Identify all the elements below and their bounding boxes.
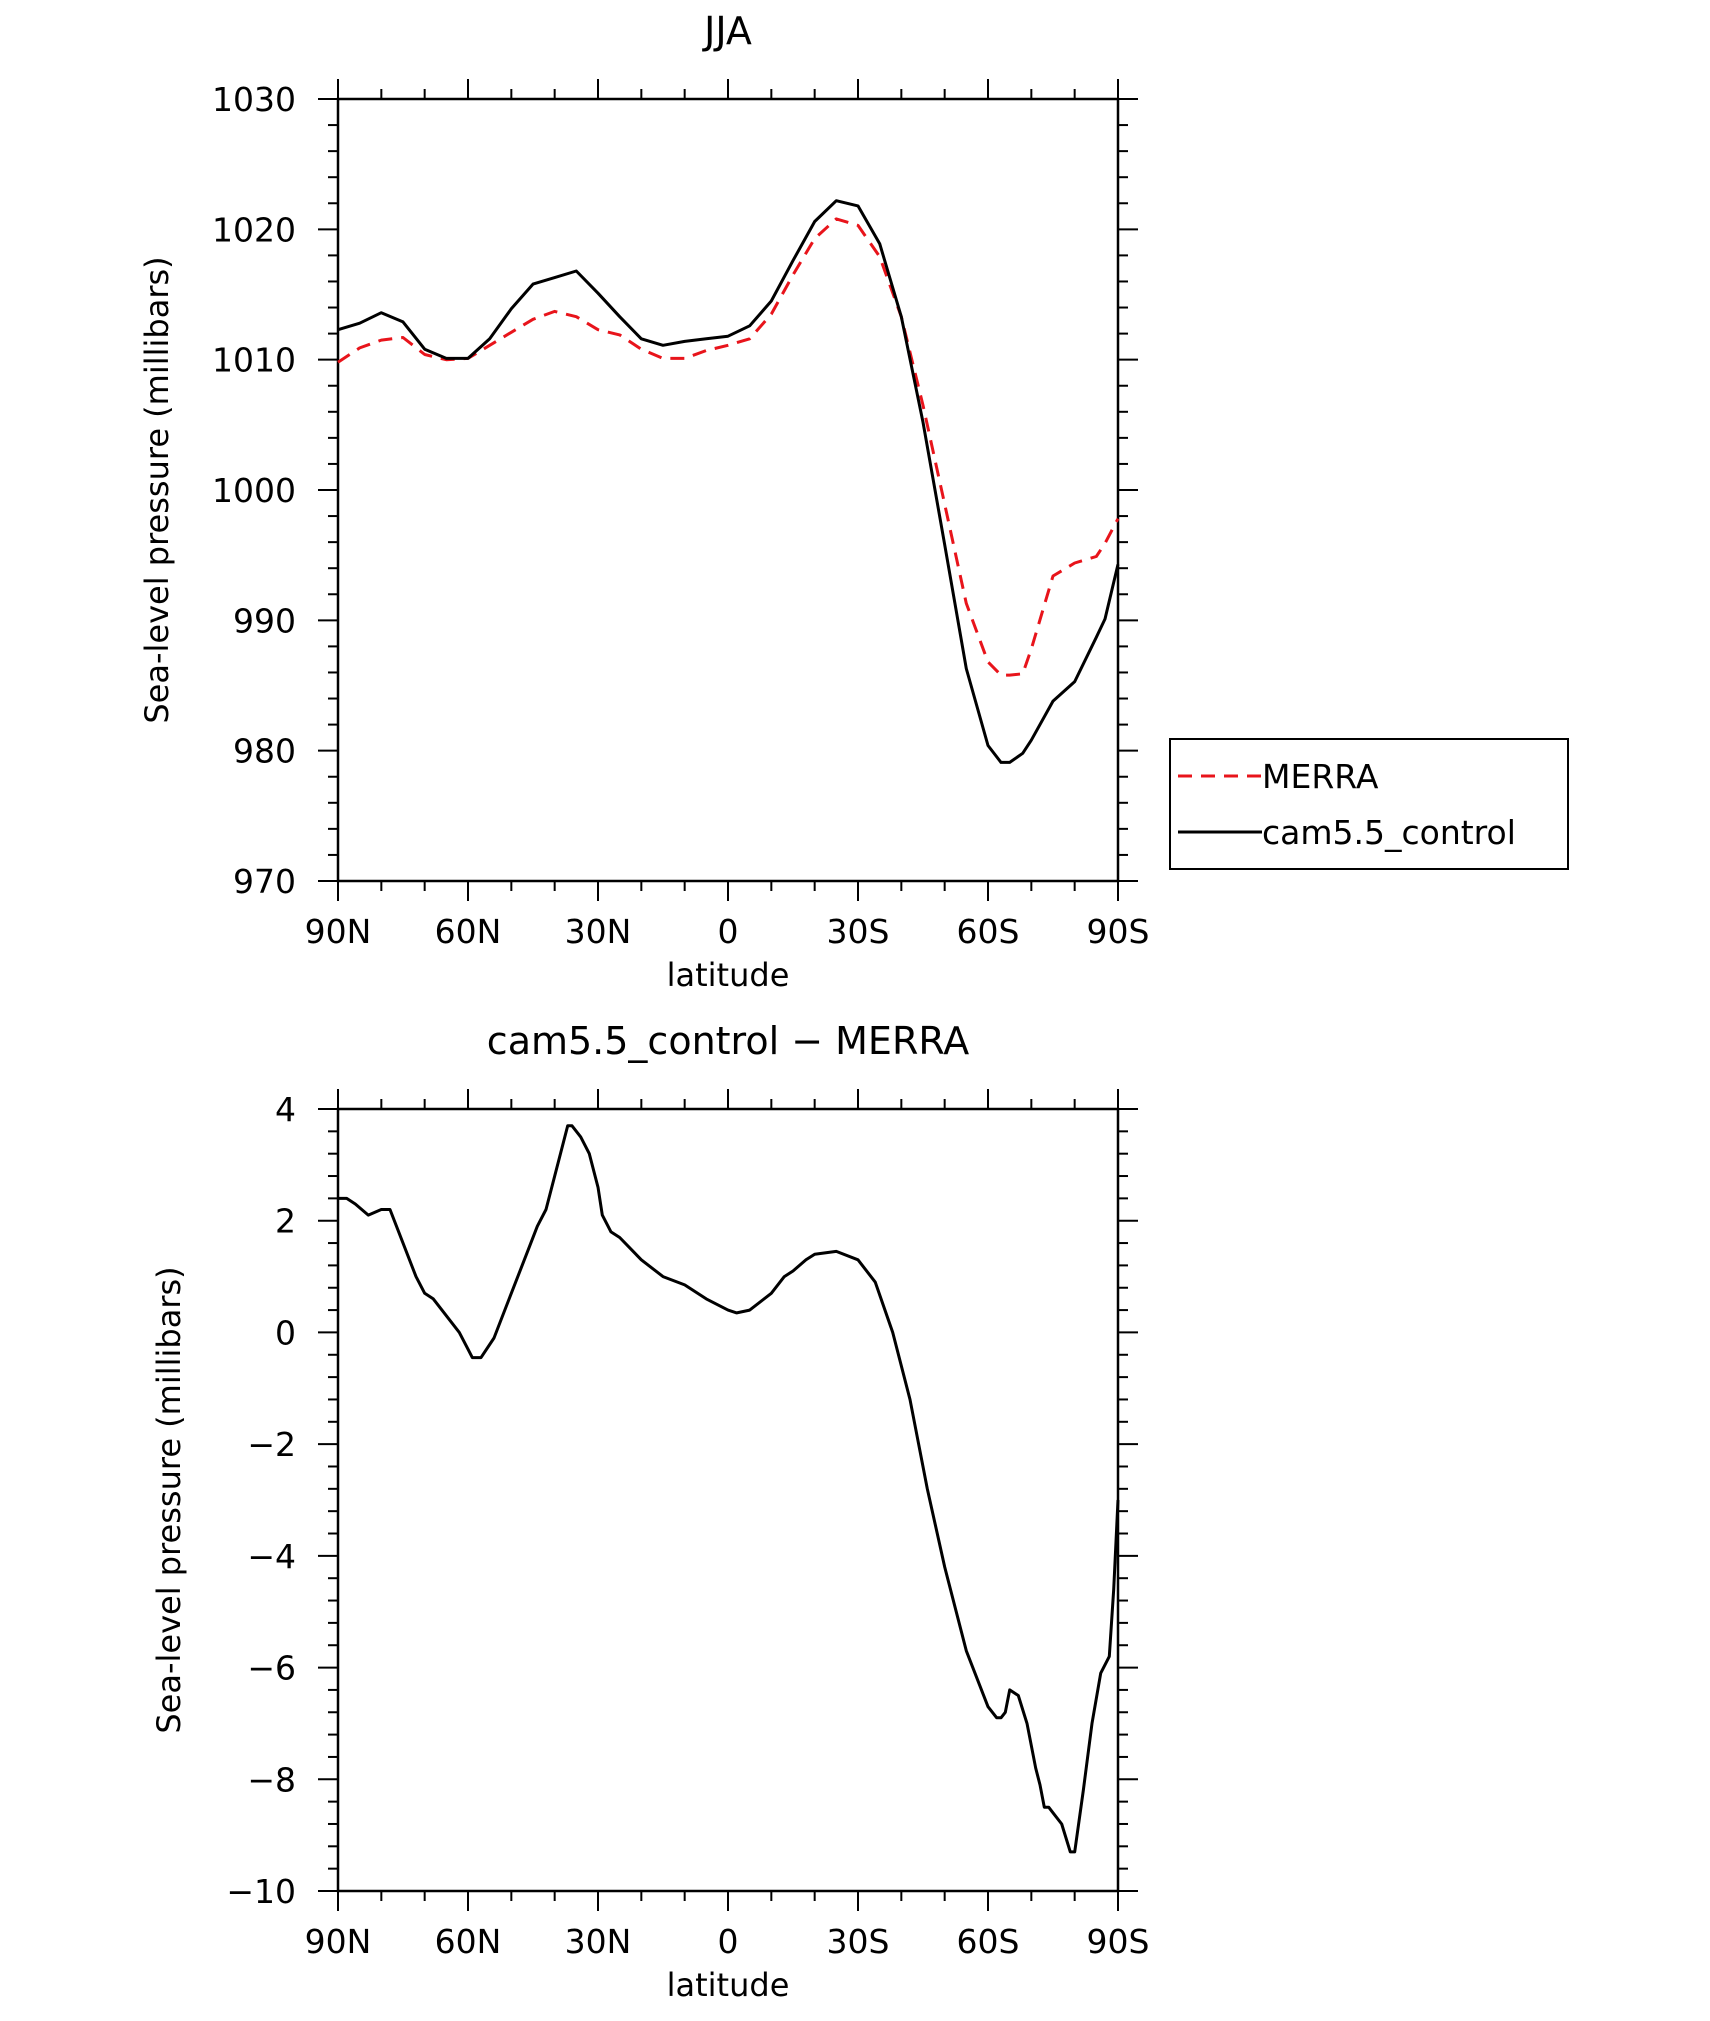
x-tick-label: 90S <box>1087 1922 1150 1961</box>
y-tick-label: 990 <box>233 601 296 640</box>
series-line <box>338 1124 1120 1854</box>
x-tick-label: 0 <box>718 1922 739 1961</box>
x-tick-label: 60S <box>957 1922 1020 1961</box>
y-tick-label: −2 <box>247 1425 296 1464</box>
x-tick-label: 0 <box>718 912 739 951</box>
x-tick-label: 90N <box>305 1922 372 1961</box>
x-tick-label: 30N <box>565 1922 632 1961</box>
y-tick-label: 1020 <box>212 210 296 249</box>
legend-box <box>1169 738 1569 870</box>
x-axis-label: latitude <box>667 956 790 994</box>
x-tick-label: 30S <box>827 912 890 951</box>
series-line-merra <box>337 217 1120 677</box>
x-tick-label: 90S <box>1087 912 1150 951</box>
y-tick-label: −6 <box>247 1649 296 1688</box>
y-tick-label: 0 <box>275 1313 296 1352</box>
y-tick-label: 1030 <box>212 80 296 119</box>
x-tick-label: 30N <box>565 912 632 951</box>
y-tick-label: −8 <box>247 1760 296 1799</box>
legend: MERRA cam5.5_control <box>1169 738 1569 870</box>
y-tick-label: 1000 <box>212 471 296 510</box>
x-tick-label: 60N <box>435 1922 502 1961</box>
x-axis-label: latitude <box>667 1966 790 2004</box>
plot-frame <box>336 1107 1120 1893</box>
y-tick-label: 1010 <box>212 341 296 380</box>
x-tick-label: 30S <box>827 1922 890 1961</box>
series-line-cam5-5-control <box>337 199 1120 764</box>
legend-label: MERRA <box>1262 757 1379 796</box>
y-axis-label: Sea-level pressure (millibars) <box>138 256 176 723</box>
pressure-panel: JJA 970 980 990 1000 1010 1020 1030 90N 60N 30N 0 30… <box>138 9 1569 994</box>
y-tick-label: 970 <box>233 862 296 901</box>
x-tick-label: 90N <box>305 912 372 951</box>
y-tick-label: 2 <box>275 1202 296 1241</box>
chart-title: JJA <box>702 9 752 53</box>
y-tick-label: 4 <box>275 1090 296 1129</box>
x-tick-label: 60N <box>435 912 502 951</box>
chart-title: cam5.5_control − MERRA <box>487 1019 969 1063</box>
difference-panel: cam5.5_control − MERRA −10 −8 −6 −4 −2 0 2 4 90N 6… <box>150 1019 1149 2004</box>
y-tick-label: −10 <box>226 1872 296 1911</box>
x-tick-label: 60S <box>957 912 1020 951</box>
legend-label: cam5.5_control <box>1262 813 1516 852</box>
y-tick-label: 980 <box>233 732 296 771</box>
y-axis-label: Sea-level pressure (millibars) <box>150 1266 188 1733</box>
y-tick-label: −4 <box>247 1537 296 1576</box>
